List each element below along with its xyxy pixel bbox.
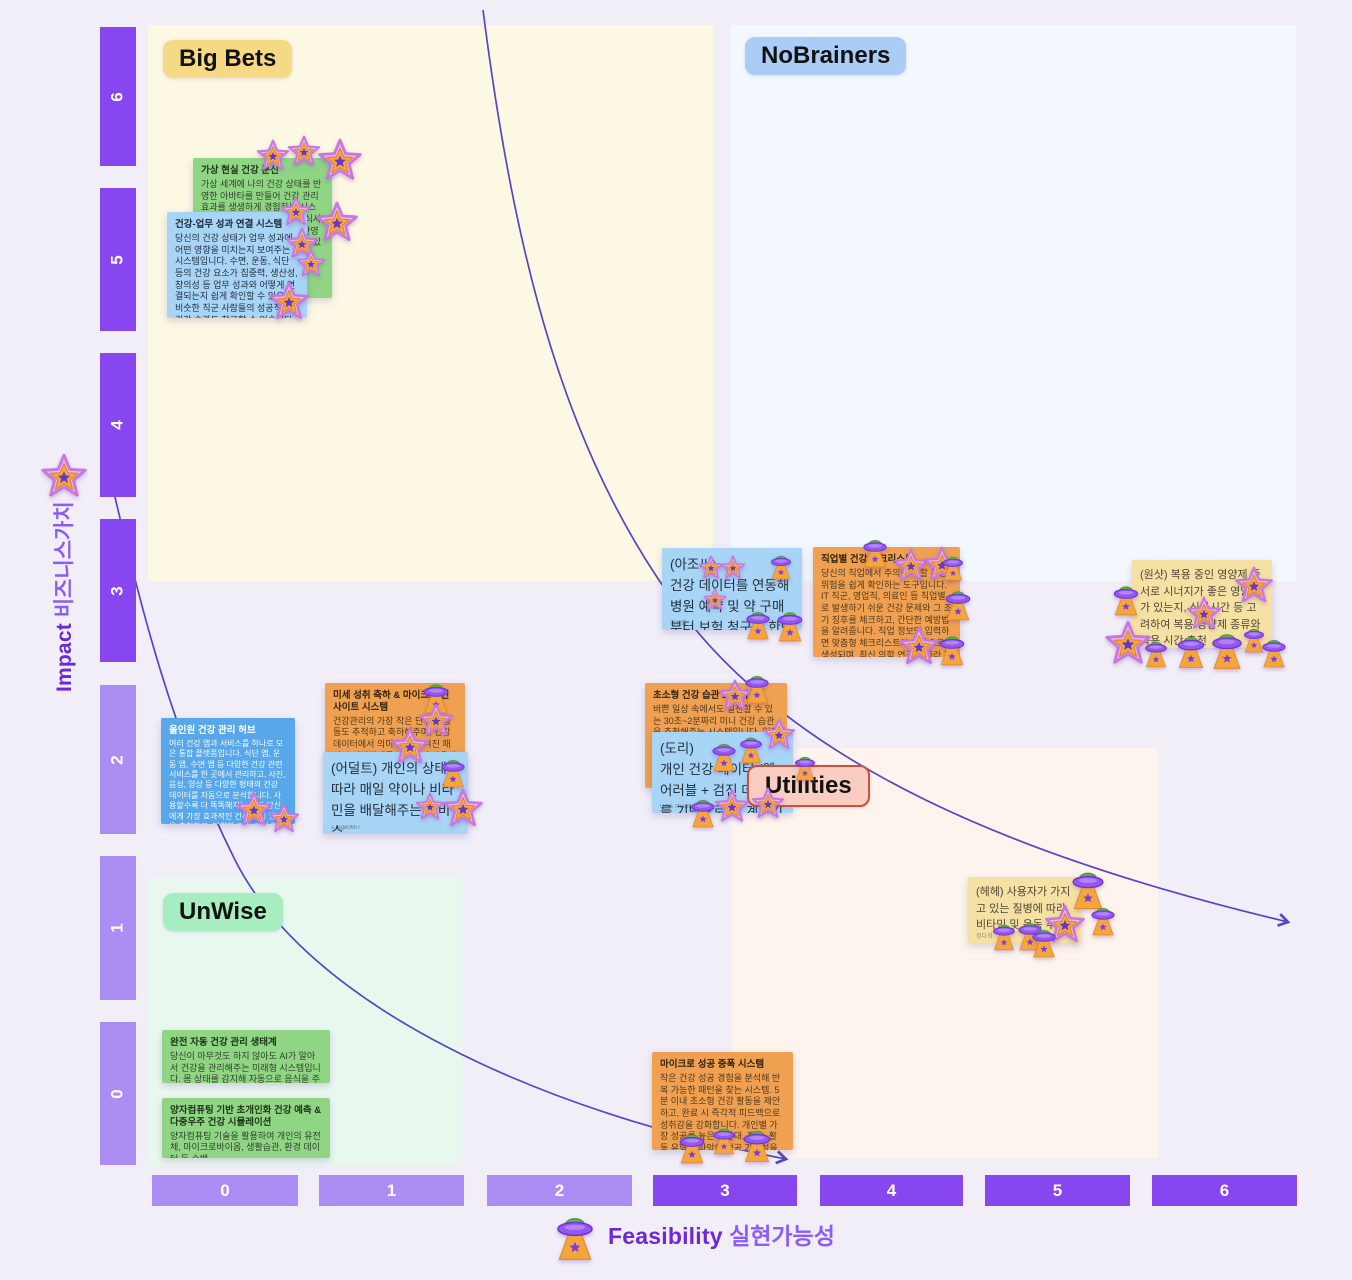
note-body: 당신이 아무것도 하지 않아도 AI가 알아서 건강을 관리해주는 미래형 시스…: [170, 1050, 321, 1083]
ufo-sticker-icon[interactable]: [1174, 628, 1208, 669]
note-body: 작은 건강 성공 경험을 분석해 반복 가능한 패턴을 찾는 시스템. 5분 이…: [660, 1072, 781, 1150]
star-sticker-icon[interactable]: [268, 281, 310, 323]
note-body: 양자컴퓨팅 기술을 활용하여 개인의 유전체, 마이크로바이옴, 생활습관, 환…: [170, 1130, 321, 1158]
star-sticker-icon[interactable]: [315, 201, 359, 245]
ufo-sticker-icon[interactable]: [676, 1126, 708, 1164]
star-sticker-icon[interactable]: [296, 249, 326, 279]
x-axis-tick-2: 2: [487, 1175, 632, 1206]
sticky-note-quantum-simulation[interactable]: 양자컴퓨팅 기반 초개인화 건강 예측 & 다중우주 건강 시뮬레이션 양자컴퓨팅…: [162, 1098, 330, 1158]
quadrant-area-utilities: [732, 748, 1158, 1158]
quadrant-label-unwise[interactable]: UnWise: [163, 893, 283, 931]
star-sticker-icon[interactable]: [720, 555, 746, 581]
ufo-sticker-icon[interactable]: [1110, 578, 1142, 616]
x-axis-tick-4: 4: [820, 1175, 963, 1206]
note-title: 마이크로 성공 증폭 시스템: [660, 1059, 765, 1070]
ufo-sticker-icon[interactable]: [942, 583, 974, 621]
quadrant-area-nobrainers: [731, 25, 1296, 581]
feasibility-axis-ufo-icon: [552, 1206, 598, 1261]
sticky-note-all-in-one-hub[interactable]: 올인원 건강 관리 허브 여러 건강 앱과 서비스를 하나로 모은 통합 플랫폼입…: [161, 718, 295, 824]
y-axis-title-ko: 비즈니스가치: [53, 501, 76, 618]
star-sticker-icon[interactable]: [714, 789, 750, 825]
star-sticker-icon[interactable]: [751, 787, 785, 821]
ufo-sticker-icon[interactable]: [743, 604, 773, 640]
x-axis-tick-1: 1: [319, 1175, 464, 1206]
note-title: 미세 성취 축하 & 마이크로 인사이트 시스템: [333, 690, 450, 713]
x-axis-tick-0: 0: [152, 1175, 298, 1206]
ufo-sticker-icon[interactable]: [940, 550, 966, 581]
star-sticker-icon[interactable]: [280, 196, 312, 228]
star-sticker-icon[interactable]: [287, 135, 321, 169]
y-axis-title-en: Impact: [53, 623, 76, 692]
ufo-sticker-icon[interactable]: [1029, 922, 1059, 958]
x-axis-tick-6: 6: [1152, 1175, 1297, 1206]
quadrant-label-big-bets[interactable]: Big Bets: [163, 40, 293, 78]
ufo-sticker-icon[interactable]: [1088, 900, 1118, 936]
note-title: 올인원 건강 관리 허브: [169, 725, 256, 736]
ufo-sticker-icon[interactable]: [1142, 634, 1170, 668]
y-axis-title: Impact 비즈니스가치: [48, 501, 78, 692]
y-axis-tick-5: 5: [100, 188, 136, 331]
star-sticker-icon[interactable]: [442, 788, 484, 830]
y-axis-tick-6: 6: [100, 27, 136, 166]
x-axis-tick-5: 5: [985, 1175, 1130, 1206]
ufo-sticker-icon[interactable]: [737, 730, 765, 764]
star-sticker-icon[interactable]: [415, 792, 445, 822]
star-sticker-icon[interactable]: [762, 718, 796, 752]
ufo-sticker-icon[interactable]: [990, 917, 1018, 951]
x-axis-tick-3: 3: [653, 1175, 797, 1206]
y-axis-tick-2: 2: [100, 685, 136, 834]
x-axis-title-en: Feasibility: [608, 1222, 723, 1249]
ufo-sticker-icon[interactable]: [710, 1121, 738, 1155]
star-sticker-icon[interactable]: [1234, 566, 1274, 606]
ufo-sticker-icon[interactable]: [792, 750, 818, 781]
note-author: 정다희: [976, 934, 993, 940]
y-axis-tick-0: 0: [100, 1022, 136, 1165]
ufo-sticker-icon[interactable]: [740, 1122, 774, 1163]
note-title: 초소형 건강 습관 도우미: [653, 690, 749, 701]
note-body: (어덜트) 개인의 상태에 따라 매일 약이나 비타민을 배달해주는 서비스: [331, 761, 460, 834]
y-axis-tick-1: 1: [100, 856, 136, 1000]
quadrant-label-nobrainers[interactable]: NoBrainers: [745, 37, 907, 75]
ufo-sticker-icon[interactable]: [860, 532, 890, 568]
note-author: Uma Thurman: [660, 804, 699, 810]
note-author: s.mge0607: [331, 825, 361, 831]
x-axis-title-ko: 실현가능성: [729, 1222, 835, 1249]
ufo-sticker-icon[interactable]: [438, 752, 468, 788]
note-title: 가상 현실 건강 분신: [201, 165, 279, 176]
ufo-sticker-icon[interactable]: [768, 549, 794, 580]
ufo-sticker-icon[interactable]: [774, 604, 806, 642]
impact-axis-star-icon: [40, 453, 88, 501]
note-title: 건강-업무 성과 연결 시스템: [175, 219, 283, 230]
star-sticker-icon[interactable]: [256, 139, 290, 173]
note-body: (아조씨) 건강 데이터를 연동해 병원 예약 및 약 구매부터 보험 청구를 …: [670, 557, 793, 630]
star-sticker-icon[interactable]: [718, 679, 752, 713]
ufo-sticker-icon[interactable]: [709, 736, 739, 772]
ufo-sticker-icon[interactable]: [936, 628, 968, 666]
star-sticker-icon[interactable]: [898, 626, 940, 668]
note-title: 완전 자동 건강 관리 생태계: [170, 1037, 277, 1048]
note-title: 양자컴퓨팅 기반 초개인화 건강 예측 & 다중우주 건강 시뮬레이션: [170, 1105, 322, 1128]
star-sticker-icon[interactable]: [390, 727, 430, 767]
y-axis-tick-4: 4: [100, 353, 136, 497]
y-axis-tick-3: 3: [100, 519, 136, 662]
star-sticker-icon[interactable]: [317, 138, 363, 184]
star-sticker-icon[interactable]: [703, 588, 727, 612]
note-author: 김성희: [670, 621, 687, 627]
note-body: 당신의 직업에서 주의해야 할 건강 위험을 쉽게 확인하는 도구입니다. IT…: [821, 567, 952, 657]
star-sticker-icon[interactable]: [268, 803, 300, 835]
ufo-sticker-icon[interactable]: [1259, 632, 1289, 668]
x-axis-title: Feasibility 실현가능성: [552, 1206, 835, 1261]
